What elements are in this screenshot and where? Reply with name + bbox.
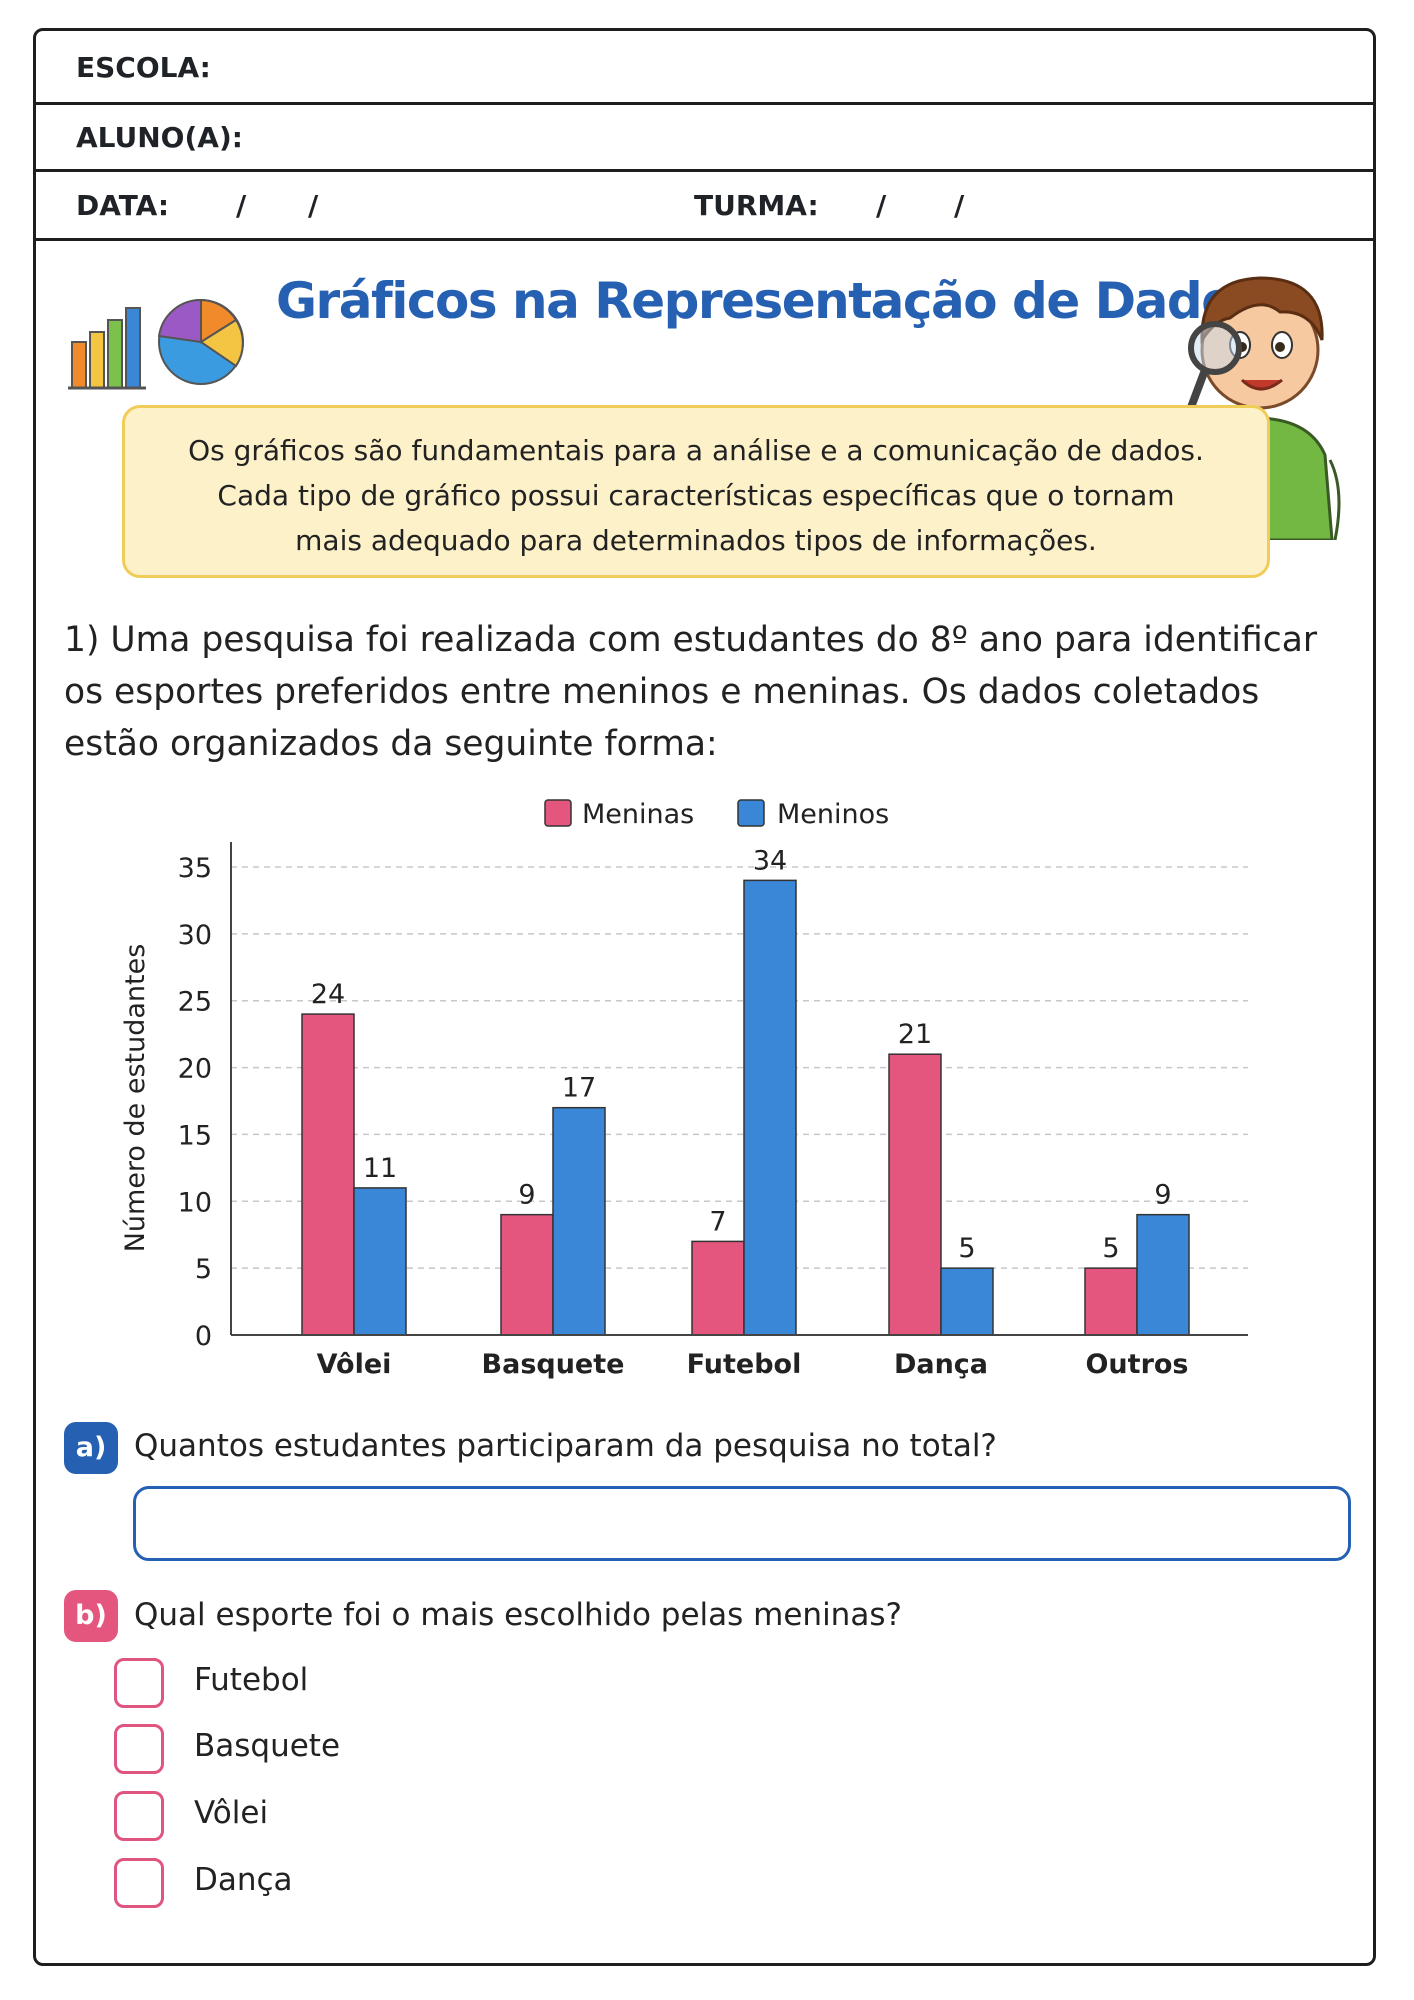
bar-meninos	[1136, 1213, 1190, 1336]
class-slash: /	[954, 189, 965, 222]
date-class-row: DATA: / / TURMA: / /	[36, 172, 1373, 241]
question-line: estão organizados da seguinte forma:	[64, 724, 718, 764]
checkbox[interactable]	[114, 1858, 164, 1908]
bar-value-label: 5	[958, 1233, 975, 1264]
x-axis-labels: Vôlei Basquete Futebol Dança Outros	[317, 1349, 1189, 1380]
bar-value-label: 21	[898, 1019, 932, 1050]
chart-bars: 24 11 9 17 7 34 21 5 5 9	[301, 845, 1190, 1336]
date-label: DATA:	[76, 189, 170, 222]
question-a-text: Quantos estudantes participaram da pesqu…	[134, 1428, 997, 1464]
date-slash: /	[308, 189, 319, 222]
bar-value-label: 24	[311, 979, 345, 1010]
chart-legend: Meninas Meninos	[544, 799, 889, 830]
x-category-label: Basquete	[482, 1349, 625, 1380]
legend-label-meninos: Meninos	[777, 799, 889, 830]
y-axis-title: Número de estudantes	[120, 944, 151, 1253]
label-a: a)	[64, 1422, 118, 1474]
bar-value-label: 17	[562, 1073, 596, 1104]
legend-swatch-meninas	[544, 799, 572, 827]
class-slash: /	[876, 189, 887, 222]
question-b-text: Qual esporte foi o mais escolhido pelas …	[134, 1597, 902, 1633]
bar-meninas	[301, 1013, 355, 1336]
bar-value-label: 5	[1102, 1233, 1119, 1264]
x-category-label: Futebol	[687, 1349, 802, 1380]
bar-value-label: 7	[709, 1206, 726, 1237]
bar-meninos	[743, 879, 797, 1336]
bar-value-label: 34	[753, 845, 787, 876]
y-tick-label: 10	[178, 1187, 212, 1218]
student-row: ALUNO(A):	[36, 105, 1373, 172]
question-line: os esportes preferidos entre meninos e m…	[64, 672, 1260, 712]
student-label: ALUNO(A):	[76, 121, 243, 154]
checkbox[interactable]	[114, 1658, 164, 1708]
legend-label-meninas: Meninas	[582, 799, 694, 830]
y-axis-ticks: 0 5 10 15 20 25 30 35	[178, 853, 212, 1352]
option-label: Futebol	[194, 1662, 309, 1698]
y-tick-label: 5	[195, 1254, 212, 1285]
bar-value-label: 9	[518, 1180, 535, 1211]
x-category-label: Dança	[894, 1349, 988, 1380]
bar-meninas	[691, 1240, 745, 1336]
class-label: TURMA:	[694, 189, 819, 222]
legend-swatch-meninos	[737, 799, 765, 827]
bar-meninas	[888, 1053, 942, 1336]
bar-meninos	[353, 1187, 407, 1336]
bar-meninos	[940, 1267, 994, 1336]
y-tick-label: 20	[178, 1054, 212, 1085]
label-b: b)	[64, 1590, 118, 1642]
y-tick-label: 0	[195, 1321, 212, 1352]
school-label: ESCOLA:	[76, 51, 211, 84]
intro-line: Os gráficos são fundamentais para a anál…	[188, 434, 1204, 467]
checkbox[interactable]	[114, 1724, 164, 1774]
page-title: Gráficos na Representação de Dados	[276, 272, 1264, 330]
option-label: Basquete	[194, 1728, 341, 1764]
question-1: 1) Uma pesquisa foi realizada com estuda…	[64, 614, 1364, 770]
y-tick-label: 25	[178, 987, 212, 1018]
y-tick-label: 15	[178, 1120, 212, 1151]
intro-line: Cada tipo de gráfico possui característi…	[217, 479, 1175, 512]
bar-meninas	[1084, 1267, 1138, 1336]
worksheet: ESCOLA: ALUNO(A): DATA: / / TURMA: / /	[33, 28, 1376, 1966]
option-label: Vôlei	[194, 1795, 269, 1831]
bar-meninas	[500, 1213, 554, 1336]
school-row: ESCOLA:	[36, 31, 1373, 105]
intro-line: mais adequado para determinados tipos de…	[295, 524, 1097, 557]
date-slash: /	[236, 189, 247, 222]
intro-box: Os gráficos são fundamentais para a anál…	[122, 405, 1270, 578]
option-label: Dança	[194, 1862, 293, 1898]
y-tick-label: 30	[178, 920, 212, 951]
x-category-label: Outros	[1085, 1349, 1188, 1380]
answer-a-field[interactable]	[133, 1486, 1351, 1561]
x-category-label: Vôlei	[317, 1349, 392, 1380]
y-tick-label: 35	[178, 853, 212, 884]
bar-meninos	[552, 1106, 606, 1336]
bar-chart-and-pie-chart-icon	[68, 298, 244, 390]
bar-chart: Meninas Meninos 0 5 10 15 20 25 30 35 24 11 9 17 7 3…	[120, 799, 1248, 1380]
bar-value-label: 9	[1154, 1180, 1171, 1211]
bar-value-label: 11	[363, 1153, 397, 1184]
checkbox[interactable]	[114, 1791, 164, 1841]
question-line: 1) Uma pesquisa foi realizada com estuda…	[64, 620, 1318, 660]
